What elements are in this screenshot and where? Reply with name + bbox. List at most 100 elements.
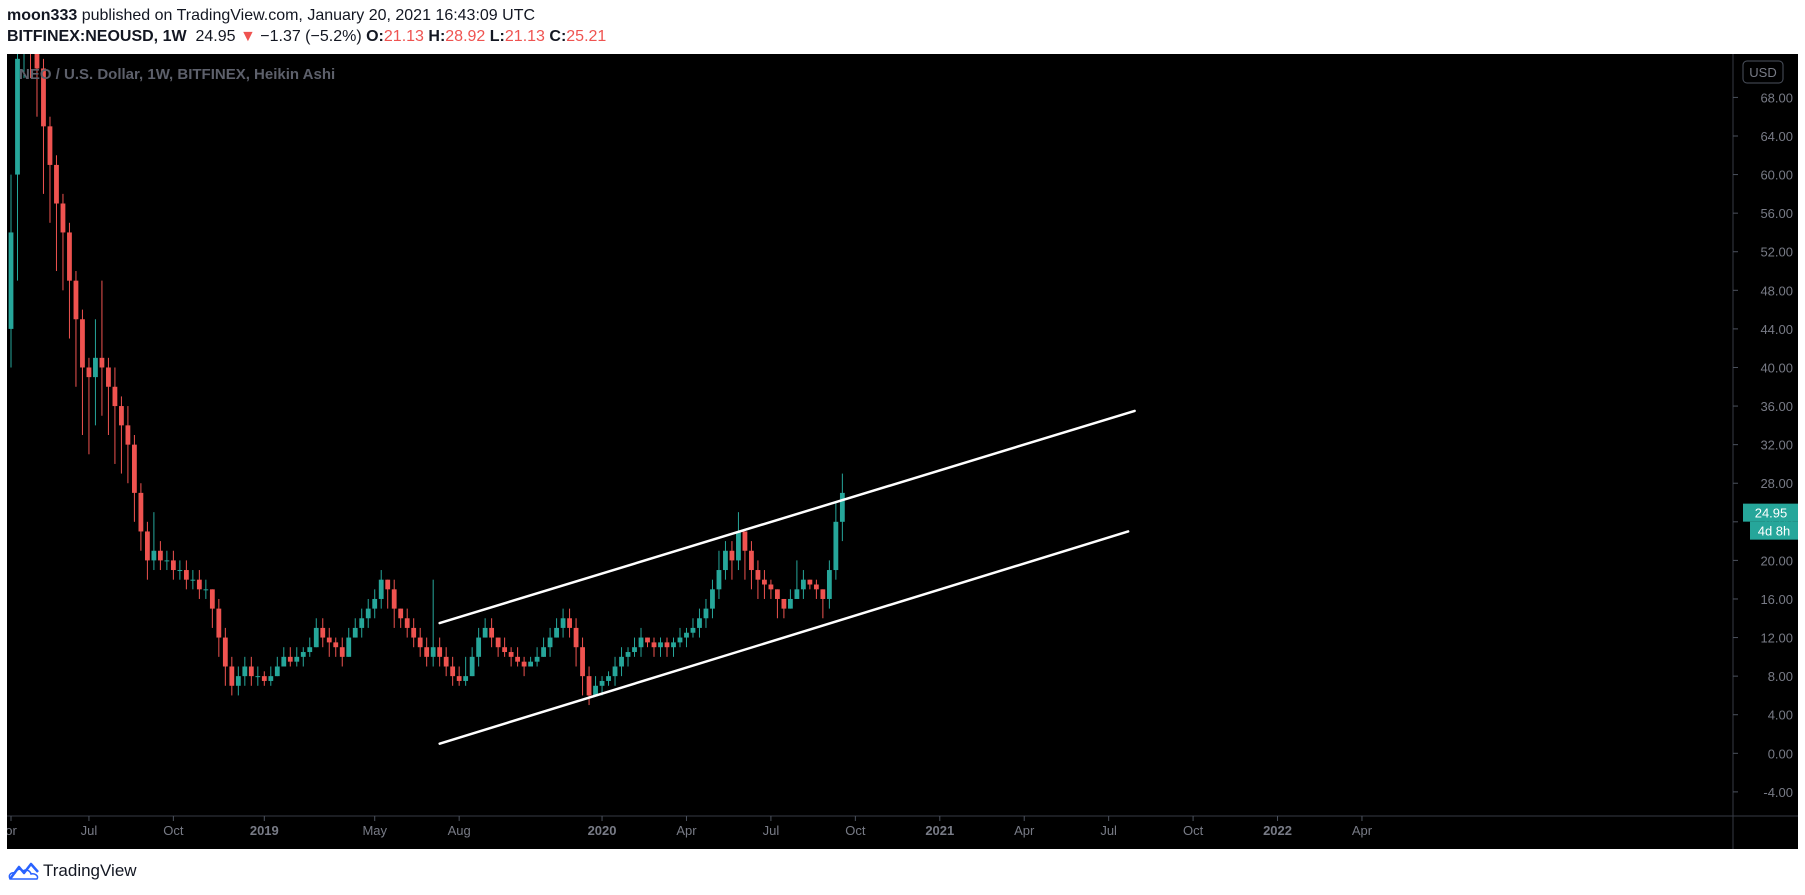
candle-body-up [307,647,313,653]
candle-body-down [73,280,79,320]
price-tick-label: 16.00 [1760,592,1793,607]
candle-body-down [495,637,501,648]
chart-canvas[interactable]: 68.00 64.00 60.00 56.00 52.00 48.00 44.00 40.00… [7,54,1798,849]
candle-body-down [119,406,124,426]
candle-body-down [391,589,397,609]
candle-body-down [112,386,118,407]
candle-body-down [54,164,59,204]
countdown-badge-text: 4d 8h [1758,524,1791,539]
candle-body-up [632,647,637,653]
candle-body-down [196,579,202,590]
price-tick-label: 8.00 [1768,669,1793,684]
price-tick-label: 56.00 [1760,206,1793,221]
time-tick-label: Jul [81,823,98,838]
countdown-badge: 4d 8h [1750,521,1798,540]
candle-body-down [515,656,521,662]
candle-body-down [34,54,40,69]
price-tick-label: 52.00 [1760,245,1793,260]
candle-body-down [521,661,527,667]
candle-body-down [762,579,767,585]
candle-body-down [573,627,579,648]
symbol-name: BITFINEX:NEOUSD [7,28,154,45]
price-tick-label: 44.00 [1760,322,1793,337]
candle-body-up [723,550,728,571]
candle-body-up [658,642,663,648]
candle-body-up [365,608,371,619]
candle-body-down [106,367,111,387]
author-name[interactable]: moon333 [7,7,78,24]
candle-body-up [671,642,676,648]
candle-body-down [86,367,92,378]
candle-body-up [177,570,183,572]
currency-button[interactable]: USD [1742,60,1784,84]
candle-body-down [132,444,137,493]
price-axis[interactable]: 68.00 64.00 60.00 56.00 52.00 48.00 44.00 40.00… [1733,90,1793,800]
candle-body-up [638,637,644,648]
close-value: 25.21 [566,28,607,45]
candle-body-down [339,647,345,657]
time-tick-label: 2022 [1263,823,1292,838]
candle-body-down [209,589,215,609]
price-tick-label: 48.00 [1760,283,1793,298]
candle-body-up [554,627,559,638]
channel-lower-line[interactable] [438,530,1130,745]
candle-body-up [677,637,683,643]
candle-body-up [190,579,196,581]
price-tick-label: 60.00 [1760,168,1793,183]
price-tick-label: 68.00 [1760,90,1793,105]
candles-layer [8,54,845,706]
candle-body-down [404,618,410,628]
candle-body-up [839,492,845,522]
candle-body-down [645,637,650,643]
candle-body-up [736,531,741,561]
candle-body-down [813,584,819,590]
candle-body-up [612,666,618,677]
footer: TradingView [7,858,137,884]
footer-brand[interactable]: TradingView [43,861,137,880]
chart-area[interactable]: 68.00 64.00 60.00 56.00 52.00 48.00 44.00 40.00… [7,54,1798,849]
price-tick-label: 40.00 [1760,360,1793,375]
candle-body-down [664,642,670,648]
candle-body-up [826,570,832,599]
candle-body-up [8,232,14,329]
candle-body-up [482,627,488,638]
high-value: 28.92 [445,28,486,45]
candle-body-up [463,676,469,681]
price-tick-label: 0.00 [1768,746,1793,761]
candle-body-down [144,531,150,561]
candle-body-down [183,570,189,580]
open-label: O: [366,28,384,45]
channel-upper-line[interactable] [438,409,1136,625]
candle-body-down [320,627,326,638]
high-label: H: [428,28,446,45]
time-tick-label: 2019 [250,823,279,838]
legend-title: NEO / U.S. Dollar, 1W, BITFINEX, Heikin … [19,66,335,83]
time-tick-label: Jul [1100,823,1117,838]
low-value: 21.13 [504,28,545,45]
tradingview-cloud-icon[interactable] [7,861,41,881]
candle-body-down [385,579,391,590]
candle-body-up [164,560,170,562]
candle-body-down [424,647,430,657]
candle-body-down [229,666,235,686]
ohlc-line: BITFINEX:NEOUSD, 1W 24.95 ▼ −1.37 (−5.2%… [7,28,607,45]
candle-body-down [216,608,222,638]
candle-body-up [547,637,553,648]
time-tick-label: 2020 [588,823,617,838]
candle-body-down [749,550,754,571]
candle-body-down [398,608,404,619]
candle-body-up [430,647,436,657]
candle-body-up [378,579,384,599]
price-tick-label: 20.00 [1760,553,1793,568]
candle-body-down [450,666,456,677]
published-text: published on TradingView.com, January 20… [77,7,536,24]
candle-body-up [255,676,261,678]
candle-body-up [203,589,209,591]
open-value: 21.13 [383,28,424,45]
candle-body-down [508,652,514,657]
candle-body-up [833,521,839,571]
author-line: moon333 published on TradingView.com, Ja… [7,6,1797,26]
candle-body-up [788,598,793,609]
time-axis[interactable]: or Jul Oct 2019 May Aug 2020 Apr Jul Oct 2021 Apr Ju… [7,816,1373,838]
time-tick-label: 2021 [925,823,954,838]
